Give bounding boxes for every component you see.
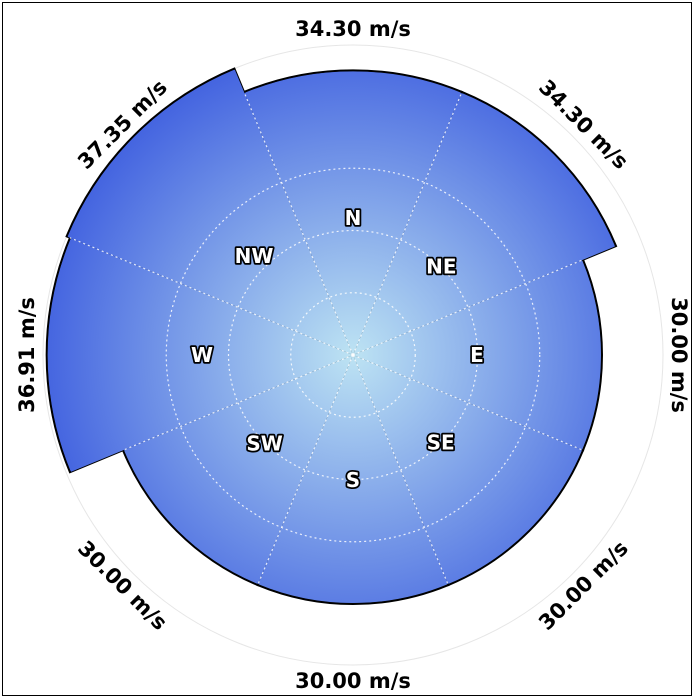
- direction-label-ne: NE: [426, 255, 456, 279]
- sector-fill-se: [353, 355, 582, 584]
- value-label-s: 30.00 m/s: [295, 669, 411, 693]
- direction-label-w: W: [191, 343, 213, 367]
- value-label-se: 30.00 m/s: [534, 536, 633, 635]
- value-label-n: 34.30 m/s: [295, 17, 411, 41]
- direction-label-sw: SW: [246, 431, 282, 455]
- sector-fill-n: [244, 71, 462, 356]
- grid-spoke-8: [69, 237, 354, 356]
- direction-label-n: N: [345, 206, 362, 230]
- grid-ring-2: [227, 229, 479, 481]
- grid-ring-1: [290, 292, 416, 418]
- outer-reference-ring: [42, 44, 664, 666]
- grid-spoke-7: [122, 354, 354, 451]
- sector-fill-sw: [124, 355, 353, 584]
- direction-label-se: SE: [427, 431, 455, 455]
- sector-fill-ne: [353, 93, 615, 356]
- grid-spoke-6: [257, 354, 354, 586]
- grid-spoke-4: [352, 354, 584, 451]
- sector-fill-nw: [67, 69, 354, 356]
- grid-spoke-5: [352, 354, 449, 586]
- grid-spoke-3: [352, 259, 584, 356]
- value-label-e: 30.00 m/s: [667, 297, 691, 413]
- direction-label-s: S: [346, 468, 360, 492]
- sector-fill-w: [47, 238, 353, 472]
- value-label-w: 36.91 m/s: [15, 297, 39, 413]
- value-label-sw: 30.00 m/s: [73, 536, 172, 635]
- grid-ring-3: [165, 167, 541, 543]
- direction-label-nw: NW: [235, 244, 274, 268]
- direction-label-e: E: [470, 343, 484, 367]
